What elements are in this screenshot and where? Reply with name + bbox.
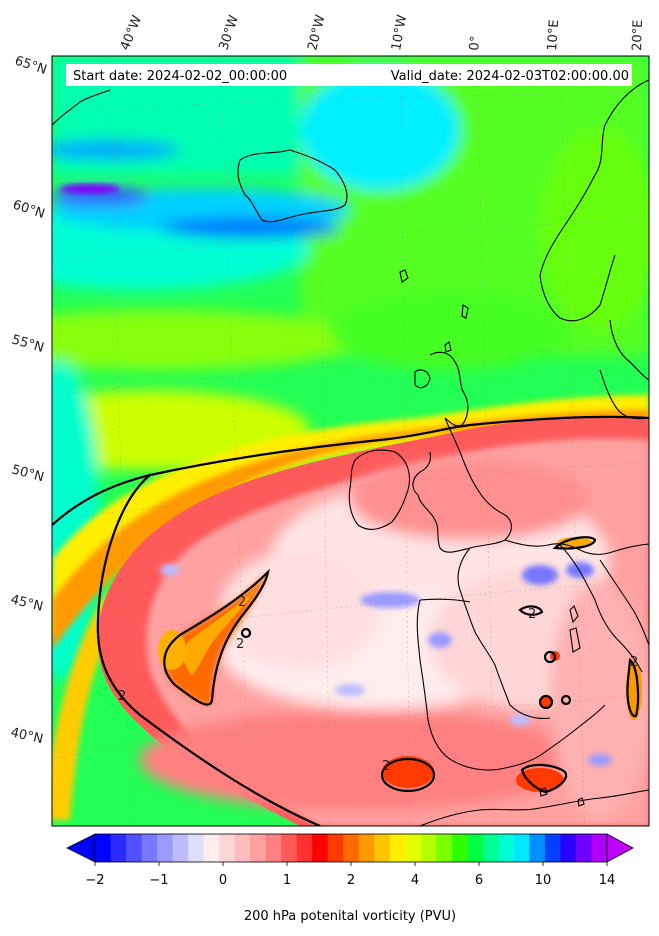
- colorbar-tick-label: 14: [599, 873, 616, 888]
- colorbar-tick-label: 6: [475, 873, 483, 888]
- colorbar-swatch: [513, 834, 530, 862]
- colorbar-swatch: [374, 834, 391, 862]
- colorbar-swatch: [436, 834, 453, 862]
- colorbar-tick-label: −2: [85, 873, 104, 888]
- colorbar-swatch: [591, 834, 608, 862]
- colorbar-tick-label: 10: [535, 873, 552, 888]
- colorbar-tick-label: 0: [219, 873, 227, 888]
- colorbar-swatch: [95, 834, 111, 862]
- info-box: [66, 64, 632, 86]
- colorbar-swatch: [219, 834, 236, 862]
- colorbar-swatch: [575, 834, 592, 862]
- longitude-label: 20°W: [305, 13, 328, 52]
- colorbar-swatch: [343, 834, 360, 862]
- contour-label: 2: [236, 637, 244, 652]
- colorbar-swatch: [234, 834, 251, 862]
- latitude-label: 40°N: [9, 725, 44, 747]
- coastlines: [52, 79, 649, 826]
- colorbar-swatch: [358, 834, 375, 862]
- colorbar-title: 200 hPa potenital vorticity (PVU): [244, 909, 456, 924]
- colorbar-swatch: [296, 834, 313, 862]
- colorbar-swatch: [560, 834, 577, 862]
- contour-label: 2: [238, 595, 246, 610]
- colorbar-swatch: [203, 834, 220, 862]
- colorbar-tick-label: 2: [347, 873, 355, 888]
- contour-label: 2: [528, 607, 536, 622]
- colorbar-swatch: [172, 834, 189, 862]
- longitude-labels: 40°W 30°W 20°W 10°W 0° 10°E 20°E: [118, 13, 646, 52]
- colorbar-tick-label: 4: [411, 873, 419, 888]
- longitude-label: 20°E: [630, 19, 646, 51]
- longitude-label: 10°E: [545, 19, 562, 51]
- colorbar-swatch: [467, 834, 484, 862]
- colorbar-ticks: −2 −1 0 1 2 4 6 10 14: [85, 862, 615, 888]
- contour-label: 2: [118, 689, 126, 704]
- valid-date-label: Valid_date: 2024-02-03T02:00:00.00: [391, 69, 629, 84]
- colorbar-swatch: [498, 834, 515, 862]
- start-date-label: Start date: 2024-02-02_00:00:00: [73, 69, 287, 84]
- colorbar-swatch: [544, 834, 561, 862]
- colorbar-over-arrow: [606, 833, 634, 863]
- colorbar-swatch: [250, 834, 267, 862]
- longitude-label: 10°W: [389, 14, 410, 52]
- contour-label: 2: [382, 759, 390, 774]
- latitude-label: 50°N: [10, 462, 46, 485]
- colorbar: [66, 833, 634, 863]
- colorbar-swatch: [188, 834, 205, 862]
- colorbar-swatch: [265, 834, 282, 862]
- longitude-label: 0°: [467, 35, 483, 51]
- colorbar-tick-label: 1: [283, 873, 291, 888]
- colorbar-swatch: [405, 834, 422, 862]
- colorbar-swatch: [312, 834, 329, 862]
- colorbar-swatch: [141, 834, 158, 862]
- longitude-label: 40°W: [118, 13, 145, 52]
- colorbar-tick-label: −1: [149, 873, 168, 888]
- colorbar-swatch: [482, 834, 499, 862]
- latitude-label: 55°N: [10, 332, 46, 355]
- colorbar-swatch: [389, 834, 406, 862]
- latitude-label: 60°N: [11, 198, 47, 222]
- longitude-label: 30°W: [217, 13, 242, 52]
- latitude-label: 65°N: [13, 54, 49, 78]
- colorbar-swatch: [281, 834, 298, 862]
- colorbar-swatch: [110, 834, 127, 862]
- colorbar-swatch: [420, 834, 437, 862]
- pv-field: 2 2 2 2 2 2: [52, 56, 649, 826]
- colorbar-under-arrow: [66, 833, 96, 863]
- latitude-labels: 65°N 60°N 55°N 50°N 45°N 40°N: [9, 54, 49, 748]
- colorbar-swatch: [157, 834, 173, 862]
- colorbar-swatch: [529, 834, 546, 862]
- colorbar-swatch: [327, 834, 344, 862]
- colorbar-swatch: [451, 834, 468, 862]
- contour-label: 2: [630, 655, 638, 670]
- latitude-label: 45°N: [9, 592, 44, 614]
- colorbar-swatch: [126, 834, 142, 862]
